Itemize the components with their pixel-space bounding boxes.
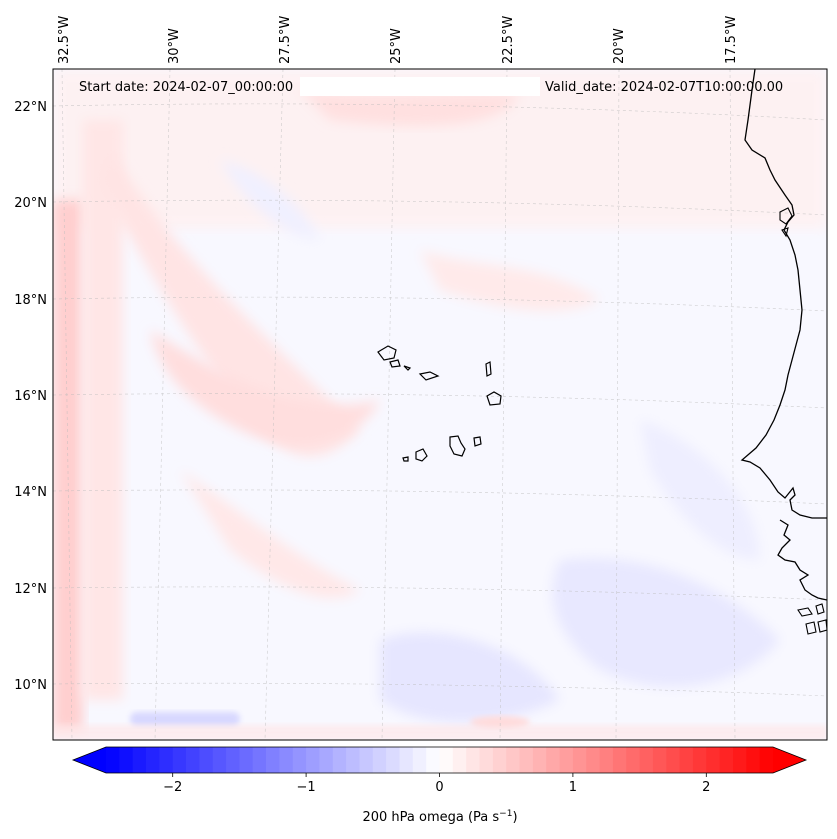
gridlines bbox=[53, 69, 827, 740]
start-date-annotation: Start date: 2024-02-07_00:00:00 bbox=[79, 80, 293, 95]
colorbar-swatch bbox=[532, 747, 547, 773]
lat-label-16n: 16°N bbox=[14, 389, 47, 404]
colorbar-tick-label: 2 bbox=[702, 780, 710, 795]
colorbar-swatch bbox=[666, 747, 681, 773]
colorbar-swatch bbox=[732, 747, 747, 773]
colorbar-swatch bbox=[332, 747, 347, 773]
colorbar-swatch bbox=[599, 747, 614, 773]
colorbar-swatch bbox=[439, 747, 454, 773]
colorbar-swatch bbox=[572, 747, 587, 773]
colorbar-swatch bbox=[506, 747, 520, 773]
bissagos-islands bbox=[779, 207, 827, 635]
lat-label-14n: 14°N bbox=[14, 485, 47, 500]
colorbar-swatch bbox=[546, 747, 560, 773]
colorbar-swatch bbox=[186, 747, 200, 773]
colorbar-swatch bbox=[159, 747, 174, 773]
colorbar-swatch bbox=[759, 747, 774, 773]
lat-label-20n: 20°N bbox=[14, 196, 47, 211]
omega-field bbox=[53, 69, 827, 740]
latitude-labels: 22°N 20°N 18°N 16°N 14°N 12°N 10°N bbox=[14, 100, 47, 693]
lon-label-27-5w: 27.5°W bbox=[278, 16, 293, 64]
colorbar-swatch bbox=[266, 747, 280, 773]
colorbar-swatch bbox=[492, 747, 507, 773]
colorbar-swatch bbox=[279, 747, 294, 773]
lat-label-22n: 22°N bbox=[14, 100, 47, 115]
colorbar-swatch bbox=[106, 747, 120, 773]
colorbar-min-extend bbox=[73, 747, 106, 773]
lat-label-18n: 18°N bbox=[14, 293, 47, 308]
colorbar-swatch bbox=[292, 747, 307, 773]
lon-label-22-5w: 22.5°W bbox=[501, 16, 516, 64]
colorbar-swatch bbox=[386, 747, 400, 773]
coastline bbox=[740, 69, 827, 601]
colorbar-swatch bbox=[679, 747, 694, 773]
valid-date-annotation: Valid_date: 2024-02-07T10:00:00.00 bbox=[545, 80, 783, 95]
map-frame bbox=[52, 68, 828, 741]
colorbar-swatch bbox=[719, 747, 734, 773]
colorbar-ticks: −2 −1 0 1 2 bbox=[163, 773, 710, 795]
colorbar-label: 200 hPa omega (Pa s−1) bbox=[362, 809, 517, 825]
lon-label-25w: 25°W bbox=[389, 28, 404, 64]
colorbar-max-extend bbox=[773, 747, 806, 773]
colorbar-swatch bbox=[359, 747, 374, 773]
colorbar-swatch bbox=[426, 747, 440, 773]
colorbar-swatch bbox=[626, 747, 640, 773]
colorbar-swatch bbox=[346, 747, 360, 773]
map-panel: Start date: 2024-02-07_00:00:00 Valid_da… bbox=[52, 68, 828, 741]
colorbar-tick-label: −1 bbox=[297, 780, 316, 795]
colorbar-swatch bbox=[479, 747, 494, 773]
annotation-strip bbox=[300, 77, 540, 96]
colorbar-tick-label: 1 bbox=[569, 780, 577, 795]
colorbar-swatches bbox=[106, 747, 774, 773]
colorbar-outline bbox=[71, 746, 808, 774]
colorbar-swatch bbox=[586, 747, 600, 773]
cape-verde-islands bbox=[377, 345, 502, 462]
colorbar-swatch bbox=[372, 747, 387, 773]
lon-label-30w: 30°W bbox=[167, 28, 182, 64]
colorbar-swatch bbox=[652, 747, 667, 773]
lon-label-20w: 20°W bbox=[612, 28, 627, 64]
colorbar-swatch bbox=[692, 747, 707, 773]
lat-label-10n: 10°N bbox=[14, 678, 47, 693]
lat-label-12n: 12°N bbox=[14, 582, 47, 597]
colorbar-swatch bbox=[452, 747, 467, 773]
colorbar-swatch bbox=[132, 747, 147, 773]
colorbar-swatch bbox=[519, 747, 534, 773]
colorbar-tick-label: −2 bbox=[163, 780, 182, 795]
colorbar-swatch bbox=[466, 747, 480, 773]
colorbar-swatch bbox=[146, 747, 160, 773]
longitude-labels: 32.5°W 30°W 27.5°W 25°W 22.5°W 20°W 17.5… bbox=[57, 16, 739, 64]
lon-label-32-5w: 32.5°W bbox=[57, 16, 72, 64]
colorbar-swatch bbox=[612, 747, 627, 773]
colorbar-swatch bbox=[199, 747, 214, 773]
lon-label-17-5w: 17.5°W bbox=[724, 16, 739, 64]
colorbar-swatch bbox=[706, 747, 721, 773]
colorbar-swatch bbox=[559, 747, 574, 773]
colorbar-swatch bbox=[172, 747, 187, 773]
colorbar-swatch bbox=[399, 747, 414, 773]
colorbar-swatch bbox=[252, 747, 267, 773]
colorbar-swatch bbox=[226, 747, 240, 773]
colorbar-swatch bbox=[746, 747, 761, 773]
colorbar-swatch bbox=[212, 747, 227, 773]
colorbar-swatch bbox=[412, 747, 427, 773]
colorbar-swatch bbox=[306, 747, 320, 773]
colorbar: −2 −1 0 1 2 200 hPa omega (Pa s−1) bbox=[71, 746, 808, 825]
colorbar-swatch bbox=[119, 747, 134, 773]
colorbar-swatch bbox=[639, 747, 654, 773]
colorbar-swatch bbox=[239, 747, 254, 773]
colorbar-tick-label: 0 bbox=[435, 780, 443, 795]
colorbar-swatch bbox=[319, 747, 334, 773]
